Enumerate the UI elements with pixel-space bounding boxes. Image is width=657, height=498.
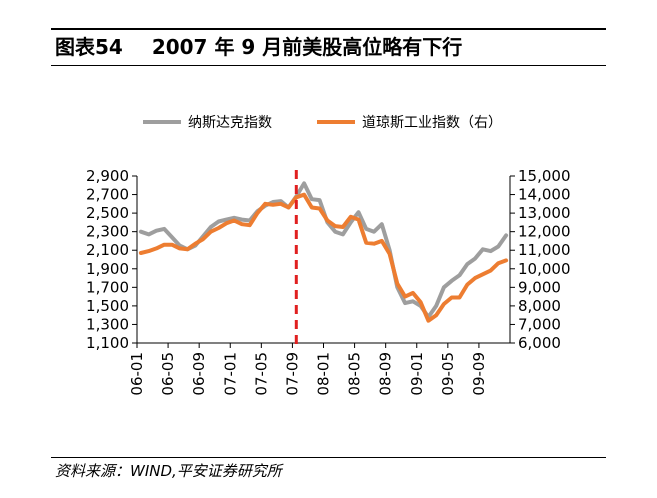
legend-nasdaq-label: 纳斯达克指数	[188, 115, 272, 131]
dual-axis-line-chart: 纳斯达克指数 道琼斯工业指数（右） 1,1001,3001,5001,7001,9…	[86, 115, 570, 396]
left-axis-tick-label: 1,900	[86, 260, 129, 278]
left-axis-tick-label: 1,700	[86, 278, 129, 296]
right-axis-tick-label: 12,000	[518, 223, 571, 241]
bottom-axis-tick-label: 06-01	[128, 352, 146, 396]
right-axis-tick-label: 11,000	[518, 241, 571, 259]
bottom-axis-tick-label: 07-05	[252, 352, 270, 396]
bottom-axis-tick-label: 09-09	[470, 352, 488, 396]
left-axis-tick-label: 2,100	[86, 241, 129, 259]
chart-lines	[138, 181, 509, 323]
dow-jones-series-line	[138, 192, 509, 323]
bottom-axis-tick-label: 09-01	[408, 352, 426, 396]
right-axis-tick-label: 13,000	[518, 204, 571, 222]
right-axis-tick-label: 7,000	[518, 315, 561, 333]
bottom-axis-tick-label: 07-09	[283, 352, 301, 396]
left-axis-tick-label: 2,300	[86, 223, 129, 241]
chart-axes: 1,1001,3001,5001,7001,9002,1002,3002,500…	[86, 167, 570, 396]
left-axis-tick-label: 1,500	[86, 297, 129, 315]
left-axis-tick-label: 2,700	[86, 186, 129, 204]
bottom-axis-tick-label: 08-09	[377, 352, 395, 396]
bottom-axis-tick-label: 08-01	[315, 352, 333, 396]
bottom-axis-tick-label: 07-01	[221, 352, 239, 396]
figure-header: 图表54 2007 年 9 月前美股高位略有下行	[55, 34, 462, 60]
right-axis-tick-label: 6,000	[518, 334, 561, 352]
bottom-axis-tick-label: 06-09	[190, 352, 208, 396]
source-note: 资料来源：WIND,平安证券研究所	[55, 462, 282, 480]
right-axis-tick-label: 10,000	[518, 260, 571, 278]
right-axis-tick-label: 15,000	[518, 167, 571, 185]
right-axis-tick-label: 9,000	[518, 278, 561, 296]
bottom-axis-tick-label: 08-05	[346, 352, 364, 396]
left-axis-tick-label: 1,100	[86, 334, 129, 352]
figure-label: 图表54	[55, 35, 123, 59]
chart-legend: 纳斯达克指数 道琼斯工业指数（右）	[143, 115, 502, 131]
left-axis-tick-label: 2,900	[86, 167, 129, 185]
left-axis-tick-label: 1,300	[86, 315, 129, 333]
legend-dow-jones-label: 道琼斯工业指数（右）	[362, 115, 502, 131]
title-top-rule	[51, 28, 606, 30]
bottom-axis-tick-label: 09-05	[439, 352, 457, 396]
right-axis-tick-label: 8,000	[518, 297, 561, 315]
source-rule	[51, 457, 606, 458]
left-axis-tick-label: 2,500	[86, 204, 129, 222]
figure-title: 2007 年 9 月前美股高位略有下行	[151, 35, 463, 59]
title-bottom-rule	[51, 65, 606, 66]
bottom-axis-tick-label: 06-05	[159, 352, 177, 396]
right-axis-tick-label: 14,000	[518, 186, 571, 204]
